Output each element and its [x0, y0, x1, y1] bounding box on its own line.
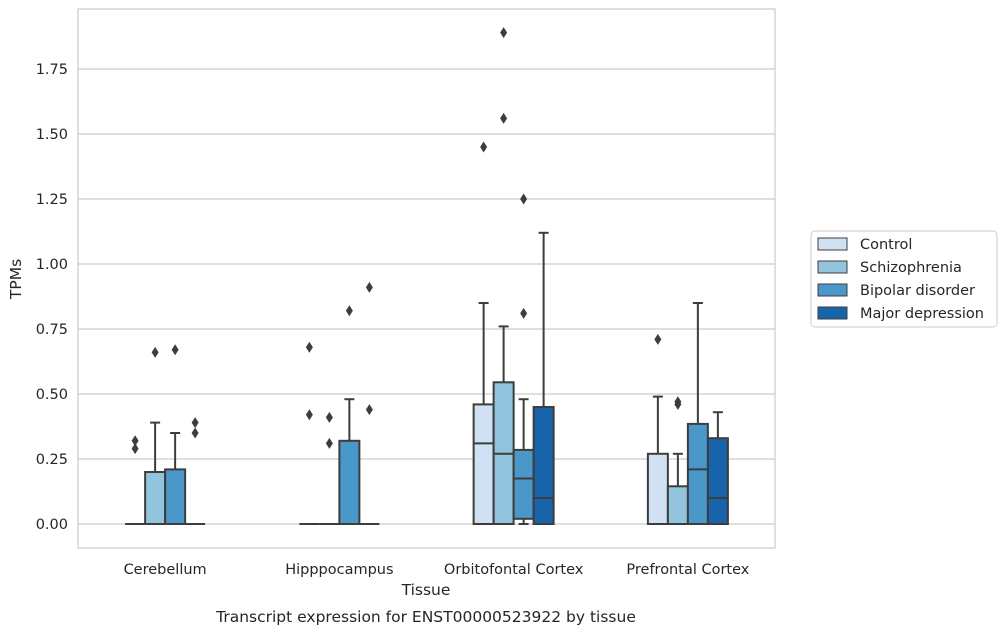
x-tick-labels: Cerebellum Hipppocampus Orbitofontal Corte… — [124, 562, 750, 578]
outlier-point — [674, 396, 682, 408]
outlier-point — [191, 427, 199, 439]
outlier-point — [520, 307, 528, 319]
x-tick-label: Cerebellum — [124, 562, 207, 578]
box-body — [472, 403, 495, 525]
x-tick-label: Prefrontal Cortex — [626, 562, 749, 578]
outlier-point — [500, 112, 508, 124]
plot-frame — [77, 8, 776, 549]
box-major-depression — [359, 281, 380, 525]
legend-label: Control — [860, 237, 912, 253]
y-tick-label: 0.25 — [36, 452, 68, 468]
outlier-point — [500, 27, 508, 39]
outlier-point — [131, 435, 139, 447]
outlier-point — [480, 141, 488, 153]
legend: Control Schizophrenia Bipolar disorder Majo… — [810, 230, 998, 328]
box-major-depression — [706, 411, 729, 526]
legend-label: Major depression — [860, 306, 984, 322]
legend-swatch — [817, 260, 848, 274]
box-body — [686, 422, 709, 525]
y-axis-label: TPMs — [7, 259, 25, 300]
y-tick-label: 0.00 — [36, 517, 68, 533]
x-tick-label: Hipppocampus — [285, 562, 393, 578]
box-body — [512, 448, 535, 520]
box-body — [532, 406, 555, 525]
outlier-point — [171, 344, 179, 356]
box-body — [706, 437, 729, 526]
y-tick-label: 1.00 — [36, 257, 68, 273]
box-schizophrenia — [144, 346, 167, 525]
legend-swatch — [817, 237, 848, 251]
y-tick-label: 0.75 — [36, 322, 68, 338]
x-tick-label: Orbitofontal Cortex — [444, 562, 584, 578]
legend-label: Bipolar disorder — [860, 283, 975, 299]
outlier-point — [325, 411, 333, 423]
legend-label: Schizophrenia — [860, 260, 962, 276]
box-bipolar-disorder — [338, 305, 361, 525]
box-schizophrenia — [666, 396, 689, 525]
box-bipolar-disorder — [686, 302, 709, 525]
y-tick-label: 1.25 — [36, 192, 68, 208]
outlier-point — [131, 443, 139, 455]
boxes — [125, 27, 729, 526]
box-body — [666, 485, 689, 525]
outlier-point — [191, 417, 199, 429]
box-schizophrenia — [319, 411, 340, 525]
outlier-point — [654, 333, 662, 345]
box-control — [299, 341, 320, 525]
y-tick-labels: 0.00 0.25 0.50 0.75 1.00 1.25 1.50 1.75 — [36, 62, 68, 533]
box-schizophrenia — [492, 27, 515, 525]
outlier-point — [325, 437, 333, 449]
box-major-depression — [532, 231, 555, 525]
y-tick-label: 1.75 — [36, 62, 68, 78]
outlier-point — [365, 404, 373, 416]
outlier-point — [305, 409, 313, 421]
box-body — [164, 468, 187, 525]
box-body — [338, 439, 361, 525]
x-axis-label: Tissue — [401, 581, 451, 599]
outlier-point — [345, 305, 353, 317]
box-body — [144, 471, 167, 525]
box-control — [125, 435, 146, 525]
legend-swatch — [817, 283, 848, 297]
outlier-point — [151, 346, 159, 358]
y-tick-label: 0.50 — [36, 387, 68, 403]
box-body — [646, 452, 669, 525]
chart-caption: Transcript expression for ENST0000052392… — [215, 608, 636, 626]
outlier-point — [305, 341, 313, 353]
outlier-point — [365, 281, 373, 293]
y-tick-label: 1.50 — [36, 127, 68, 143]
outlier-point — [520, 193, 528, 205]
legend-swatch — [817, 306, 848, 320]
legend-frame — [810, 230, 998, 328]
box-bipolar-disorder — [164, 344, 187, 525]
box-major-depression — [185, 417, 206, 525]
